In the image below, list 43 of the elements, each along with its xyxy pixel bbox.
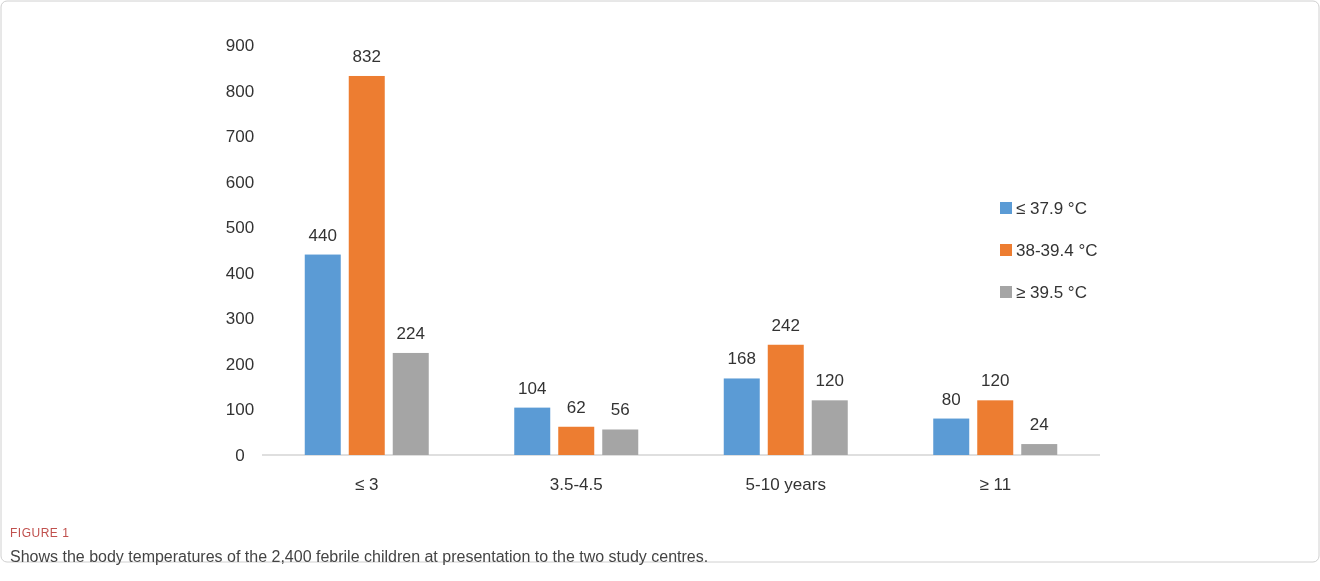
bar [811,400,848,455]
data-label: 440 [308,225,337,245]
y-tick-label: 200 [225,354,255,374]
x-tick-label: 3.5-4.5 [549,475,603,494]
data-label: 168 [727,349,756,369]
data-label: 120 [815,371,844,391]
data-label: 120 [981,371,1010,391]
data-label: 24 [1029,415,1049,435]
y-tick-label: 500 [225,218,255,238]
bar [304,254,341,455]
x-tick-label: ≤ 3 [354,475,379,494]
bar [767,344,804,455]
legend-label: 38-39.4 °C [1016,240,1098,260]
y-tick-label: 0 [235,445,245,465]
data-label: 80 [941,389,961,409]
y-tick-label: 400 [225,263,255,283]
data-label: 224 [396,323,425,343]
caption: FIGURE 1 [10,526,70,540]
bar [1021,444,1058,455]
y-tick-label: 600 [225,172,255,192]
y-tick-label: 700 [225,127,255,147]
x-tick-label: 5-10 years [745,475,826,494]
y-tick-label: 900 [225,35,255,55]
text: Shows the body temperatures of the 2,400 febrile children at presentation to the two study centres. [10,548,709,565]
bar [348,75,385,455]
x-tick-label: ≥ 11 [979,475,1012,494]
legend-label: ≥ 39.5 °C [1016,282,1087,302]
bar [977,400,1014,455]
y-tick-label: 100 [225,400,255,420]
bar [723,378,760,455]
legend-label: ≤ 37.9 °C [1016,198,1087,218]
bar [392,352,429,455]
data-label: 832 [352,46,381,66]
y-tick-label: 800 [225,81,255,101]
data-label: 242 [771,315,800,335]
data-label: 56 [610,400,630,420]
bar [933,418,970,455]
data-label: 62 [566,397,586,417]
bar [558,426,595,455]
bar [514,407,551,455]
y-tick-label: 300 [225,309,255,329]
bar [602,429,639,455]
data-label: 104 [518,378,547,398]
